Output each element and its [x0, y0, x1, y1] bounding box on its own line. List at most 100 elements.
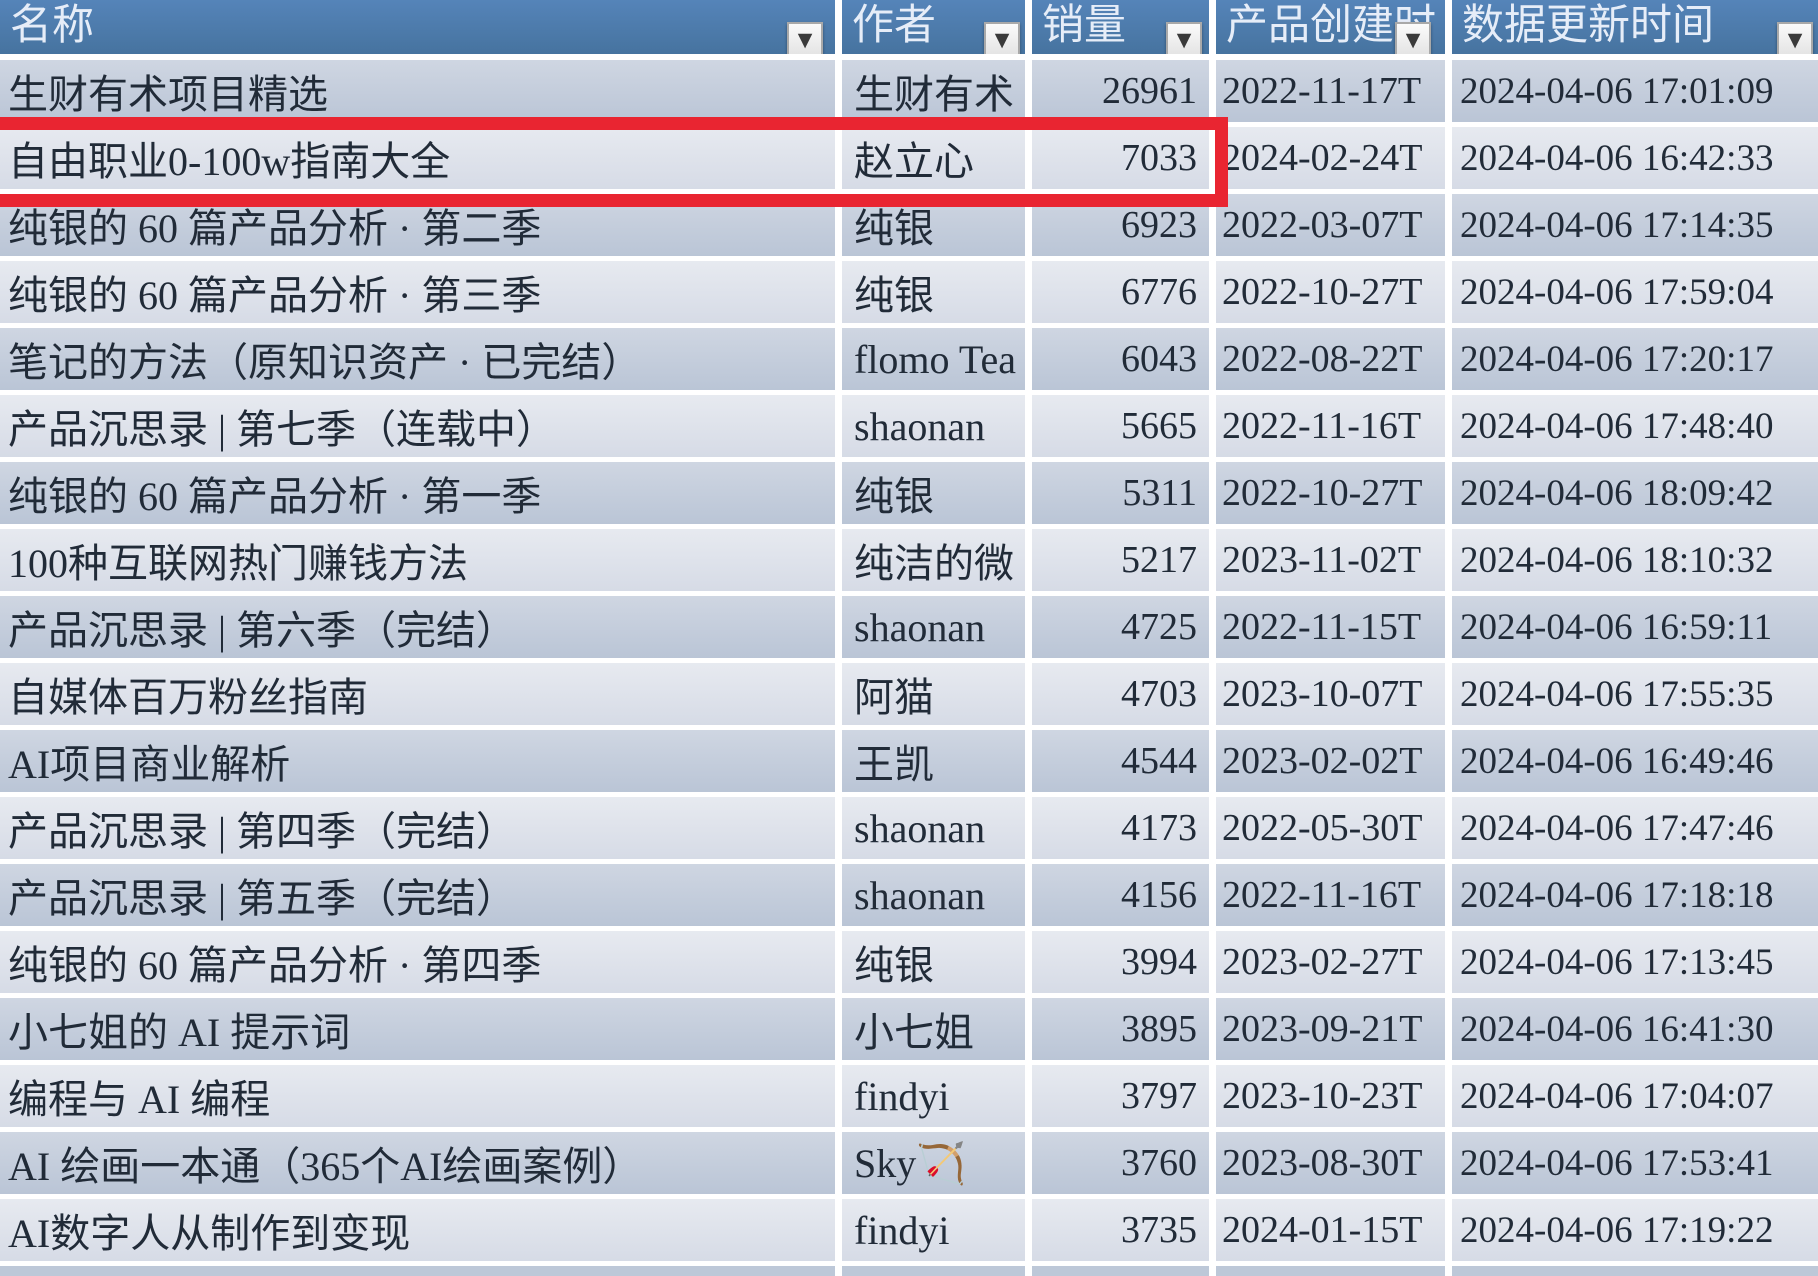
cell-name[interactable]: 纯银的 60 篇产品分析 · 第三季: [0, 261, 842, 323]
cell-created[interactable]: 2024-02-24T: [1216, 127, 1452, 189]
cell-created[interactable]: 2022-05-30T: [1216, 797, 1452, 859]
cell-created[interactable]: 2022-10-27T: [1216, 462, 1452, 524]
column-header-author[interactable]: 作者 ▼: [842, 0, 1032, 54]
cell-sales[interactable]: 5311: [1032, 462, 1216, 524]
cell-updated[interactable]: 2024-04-06 16:59:11: [1452, 596, 1818, 658]
cell-sales[interactable]: 5217: [1032, 529, 1216, 591]
cell-author[interactable]: shaonan: [842, 596, 1032, 658]
cell-sales[interactable]: 6776: [1032, 261, 1216, 323]
cell-updated[interactable]: 2024-04-06 18:09:42: [1452, 462, 1818, 524]
column-header-created[interactable]: 产品创建时 ▼: [1216, 0, 1452, 54]
cell-author[interactable]: findyi: [842, 1065, 1032, 1127]
cell-name[interactable]: 自由职业0-100w指南大全: [0, 127, 842, 189]
cell-updated[interactable]: 2024-04-06 16:41:30: [1452, 998, 1818, 1060]
cell-name[interactable]: 产品沉思录 | 第五季（完结）: [0, 864, 842, 926]
cell-sales[interactable]: 6043: [1032, 328, 1216, 390]
column-header-name[interactable]: 名称 ▼: [0, 0, 842, 54]
cell-author[interactable]: 生财有术: [842, 60, 1032, 122]
cell-updated[interactable]: 2024-04-06 18:10:32: [1452, 529, 1818, 591]
cell-created[interactable]: 2022-11-17T: [1216, 60, 1452, 122]
cell-author[interactable]: 纯银: [842, 462, 1032, 524]
cell-sales[interactable]: 3760: [1032, 1132, 1216, 1194]
cell-sales[interactable]: 4544: [1032, 730, 1216, 792]
cell-author[interactable]: Sky🏹: [842, 1132, 1032, 1194]
cell-updated[interactable]: 2024-04-06 17:20:17: [1452, 328, 1818, 390]
cell-author[interactable]: flomo Tea: [842, 328, 1032, 390]
cell-updated[interactable]: 2024-04-06 17:47:46: [1452, 797, 1818, 859]
cell-name[interactable]: 纯银的 60 篇产品分析 · 第一季: [0, 462, 842, 524]
filter-dropdown-button-name[interactable]: ▼: [787, 22, 823, 54]
filter-dropdown-button-sales[interactable]: ▼: [1166, 22, 1202, 54]
cell-name[interactable]: AI 绘画一本通（365个AI绘画案例）: [0, 1132, 842, 1194]
cell-author[interactable]: shaonan: [842, 797, 1032, 859]
cell-sales[interactable]: 7033: [1032, 127, 1216, 189]
cell-created[interactable]: 2022-11-15T: [1216, 596, 1452, 658]
cell-author[interactable]: 小七姐: [842, 998, 1032, 1060]
cell-author[interactable]: shaonan: [842, 864, 1032, 926]
cell-name[interactable]: AI项目商业解析: [0, 730, 842, 792]
cell-author[interactable]: 纯银: [842, 194, 1032, 256]
cell-name[interactable]: 纯银的 60 篇产品分析 · 第四季: [0, 931, 842, 993]
cell-sales[interactable]: 4156: [1032, 864, 1216, 926]
cell-updated[interactable]: 2024-04-06 16:42:33: [1452, 127, 1818, 189]
cell-updated[interactable]: 2024-04-06 17:48:40: [1452, 395, 1818, 457]
cell-created[interactable]: 2023-02-27T: [1216, 931, 1452, 993]
filter-dropdown-button-created[interactable]: ▼: [1395, 22, 1431, 54]
cell-created[interactable]: 2022-08-22T: [1216, 328, 1452, 390]
cell-author[interactable]: 王凯: [842, 730, 1032, 792]
cell-created[interactable]: 2023-10-07T: [1216, 663, 1452, 725]
cell-updated[interactable]: 2024-04-06 17:53:41: [1452, 1132, 1818, 1194]
cell-sales[interactable]: 5665: [1032, 395, 1216, 457]
cell-sales[interactable]: 3994: [1032, 931, 1216, 993]
cell-name[interactable]: 纯银的 60 篇产品分析 · 第二季: [0, 194, 842, 256]
cell-sales[interactable]: 3735: [1032, 1199, 1216, 1261]
cell-created[interactable]: 2023-09-21T: [1216, 998, 1452, 1060]
cell-updated[interactable]: 2024-04-06 17:59:04: [1452, 261, 1818, 323]
cell-created[interactable]: 2023-10-23T: [1216, 1065, 1452, 1127]
cell-updated[interactable]: 2024-04-06 16:49:46: [1452, 730, 1818, 792]
cell-updated[interactable]: 2024-04-06 17:55:35: [1452, 663, 1818, 725]
cell-sales[interactable]: 4173: [1032, 797, 1216, 859]
cell-created[interactable]: 2023-02-02T: [1216, 730, 1452, 792]
cell-created[interactable]: 2022-11-16T: [1216, 864, 1452, 926]
column-header-updated[interactable]: 数据更新时间 ▼: [1452, 0, 1818, 54]
cell-created[interactable]: 2022-11-16T: [1216, 395, 1452, 457]
cell-created[interactable]: 2023-11-02T: [1216, 529, 1452, 591]
cell-updated[interactable]: 2024-04-06 17:19:22: [1452, 1199, 1818, 1261]
cell-name[interactable]: 产品沉思录 | 第六季（完结）: [0, 596, 842, 658]
cell-updated[interactable]: 2024-04-06 17:13:45: [1452, 931, 1818, 993]
cell-sales[interactable]: 4725: [1032, 596, 1216, 658]
cell-sales[interactable]: 4703: [1032, 663, 1216, 725]
cell-sales[interactable]: 26961: [1032, 60, 1216, 122]
cell-updated[interactable]: 2024-04-06 17:01:09: [1452, 60, 1818, 122]
cell-name[interactable]: 编程与 AI 编程: [0, 1065, 842, 1127]
cell-name[interactable]: 自媒体百万粉丝指南: [0, 663, 842, 725]
filter-dropdown-button-author[interactable]: ▼: [984, 22, 1020, 54]
cell-author[interactable]: 纯银: [842, 261, 1032, 323]
cell-name[interactable]: 100种互联网热门赚钱方法: [0, 529, 842, 591]
cell-created[interactable]: 2023-08-30T: [1216, 1132, 1452, 1194]
cell-author[interactable]: 纯银: [842, 931, 1032, 993]
cell-author[interactable]: 阿猫: [842, 663, 1032, 725]
cell-sales[interactable]: 3895: [1032, 998, 1216, 1060]
cell-sales[interactable]: 6923: [1032, 194, 1216, 256]
cell-created[interactable]: 2022-03-07T: [1216, 194, 1452, 256]
filter-dropdown-button-updated[interactable]: ▼: [1777, 22, 1813, 54]
cell-name[interactable]: 生财有术项目精选: [0, 60, 842, 122]
cell-author[interactable]: shaonan: [842, 395, 1032, 457]
cell-name[interactable]: 笔记的方法（原知识资产 · 已完结）: [0, 328, 842, 390]
cell-created[interactable]: 2022-10-27T: [1216, 261, 1452, 323]
cell-name[interactable]: AI数字人从制作到变现: [0, 1199, 842, 1261]
cell-sales[interactable]: 3797: [1032, 1065, 1216, 1127]
cell-author[interactable]: 赵立心: [842, 127, 1032, 189]
cell-author[interactable]: findyi: [842, 1199, 1032, 1261]
cell-created[interactable]: 2024-01-15T: [1216, 1199, 1452, 1261]
cell-updated[interactable]: 2024-04-06 17:14:35: [1452, 194, 1818, 256]
column-header-sales[interactable]: 销量 ▼: [1032, 0, 1216, 54]
cell-name[interactable]: 产品沉思录 | 第七季（连载中）: [0, 395, 842, 457]
cell-name[interactable]: 小七姐的 AI 提示词: [0, 998, 842, 1060]
cell-author[interactable]: 纯洁的微: [842, 529, 1032, 591]
cell-updated[interactable]: 2024-04-06 17:04:07: [1452, 1065, 1818, 1127]
cell-updated[interactable]: 2024-04-06 17:18:18: [1452, 864, 1818, 926]
cell-name[interactable]: 产品沉思录 | 第四季（完结）: [0, 797, 842, 859]
